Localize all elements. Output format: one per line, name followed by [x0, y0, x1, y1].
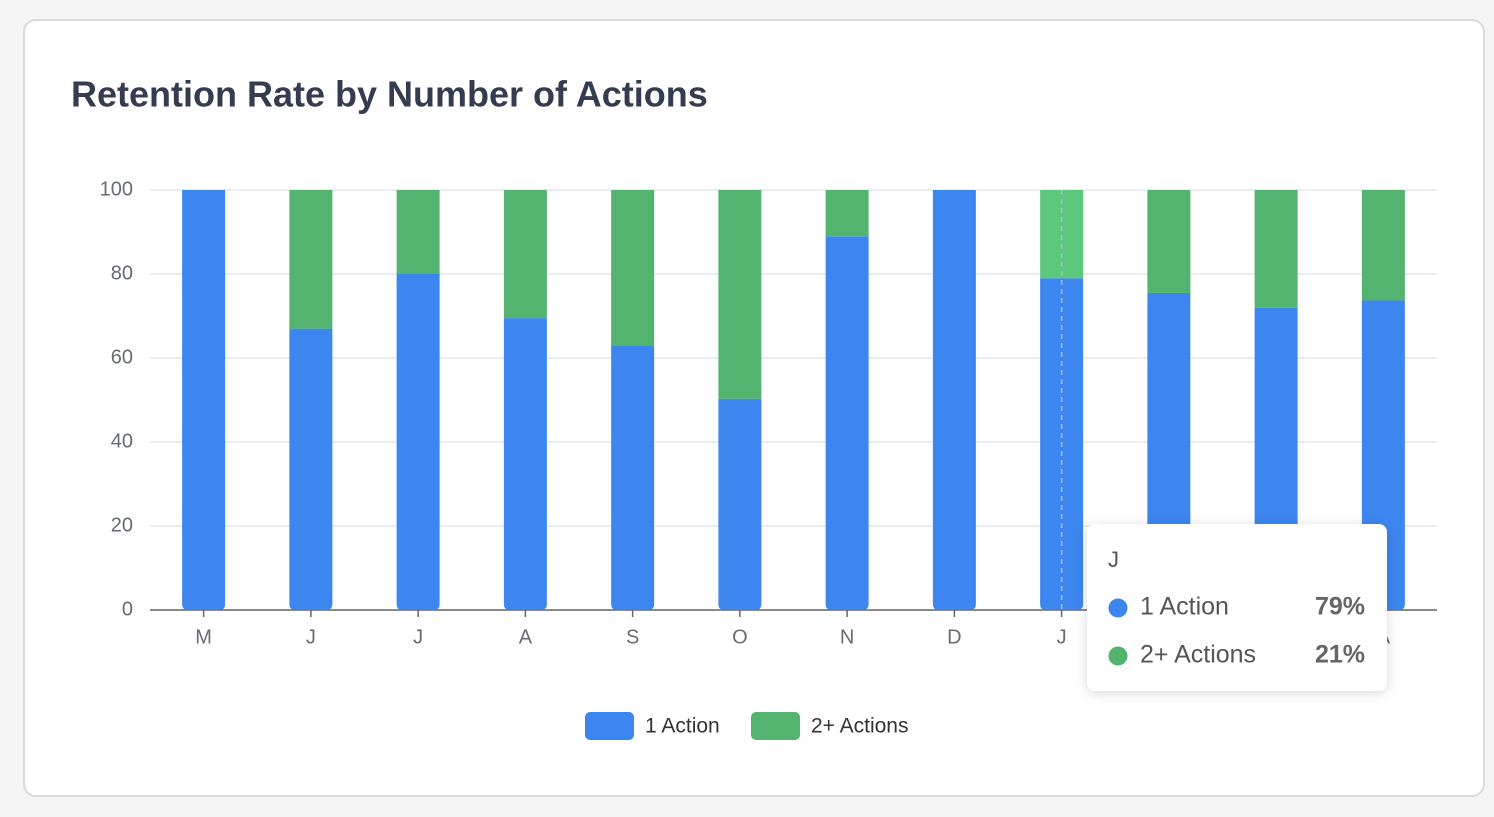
bar-segment: [503, 190, 547, 319]
legend-label: 2+ Actions: [811, 715, 908, 738]
bar-segment: [718, 190, 762, 399]
bar-segment: [825, 236, 869, 610]
bar-segment: [396, 190, 440, 274]
y-tick-label: 40: [111, 430, 133, 452]
x-tick-label: J: [413, 626, 423, 648]
x-tick-label: A: [519, 626, 533, 648]
bar-segment: [611, 345, 655, 610]
tooltip-dot: [1108, 646, 1128, 666]
bar-segment: [825, 190, 869, 237]
legend-swatch: [585, 712, 634, 740]
x-tick-label: D: [947, 626, 961, 648]
bar-segment: [611, 190, 655, 346]
x-tick-label: S: [626, 626, 639, 648]
tooltip-box: [1087, 524, 1387, 691]
bar-segment: [503, 318, 547, 610]
bar-segment: [1361, 190, 1405, 301]
tooltip-dot: [1108, 598, 1128, 618]
bar-segment: [289, 190, 333, 329]
legend-label: 1 Action: [645, 715, 720, 738]
x-tick-label: M: [195, 626, 212, 648]
x-tick-label: O: [732, 626, 748, 648]
x-tick-label: J: [1057, 626, 1067, 648]
y-tick-label: 80: [111, 262, 133, 284]
tooltip-value: 79%: [1315, 593, 1365, 621]
tooltip-name: 2+ Actions: [1140, 641, 1256, 669]
bar-segment: [396, 274, 440, 610]
chart-title: Retention Rate by Number of Actions: [71, 74, 708, 115]
tooltip-title: J: [1108, 547, 1119, 572]
bar-segment: [289, 328, 333, 610]
bar-segment: [1147, 190, 1191, 293]
y-tick-label: 0: [122, 598, 133, 620]
tooltip-name: 1 Action: [1140, 593, 1229, 621]
y-tick-label: 60: [111, 346, 133, 368]
y-tick-label: 20: [111, 514, 133, 536]
bar-segment: [1254, 190, 1298, 308]
bar-segment: [718, 398, 762, 610]
tooltip-value: 21%: [1315, 641, 1365, 669]
x-tick-label: J: [306, 626, 316, 648]
legend-swatch: [751, 712, 800, 740]
x-tick-label: N: [840, 626, 854, 648]
bar-segment: [182, 190, 226, 610]
y-tick-label: 100: [100, 178, 133, 200]
bar-segment: [932, 190, 976, 610]
